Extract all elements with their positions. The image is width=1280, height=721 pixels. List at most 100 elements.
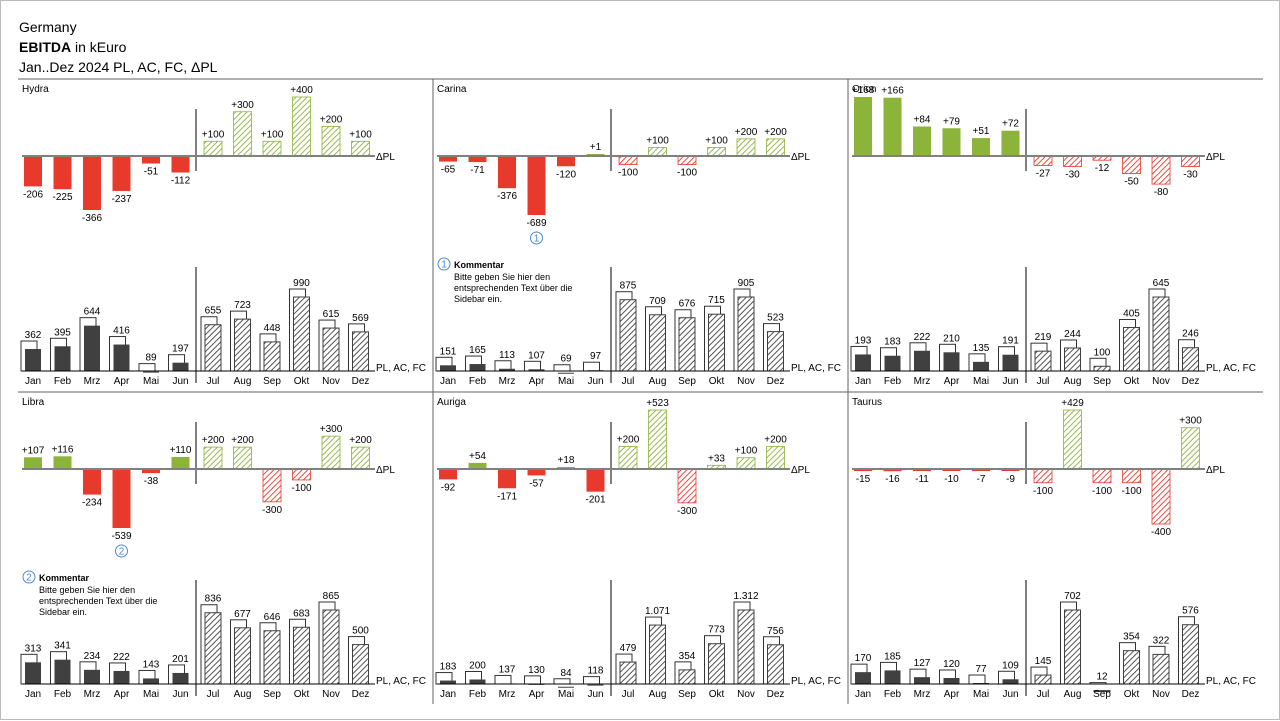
delta-bar [854, 97, 872, 156]
value-label: 676 [679, 299, 696, 310]
ac-bar [558, 372, 574, 374]
fc-bar [234, 318, 251, 372]
month-label: Aug [1064, 376, 1082, 387]
month-label: Nov [1152, 376, 1170, 387]
delta-label: +200 [349, 435, 372, 446]
month-label: Mai [558, 376, 574, 387]
value-label: 210 [943, 333, 960, 344]
delta-bar [83, 469, 101, 495]
month-label: Dez [1182, 689, 1200, 700]
delta-label: -38 [144, 476, 159, 487]
scenario-axis-label: PL, AC, FC [1206, 676, 1256, 687]
delta-bar [439, 469, 457, 480]
month-label: Mrz [84, 689, 101, 700]
delta-bar [618, 446, 638, 470]
month-label: Okt [709, 376, 725, 387]
ac-bar [84, 325, 100, 371]
delta-bar [53, 156, 72, 190]
fc-bar [1182, 624, 1199, 685]
ac-bar [143, 371, 159, 373]
delta-label: -237 [111, 194, 131, 205]
delta-bar [854, 469, 872, 472]
delta-bar [766, 138, 785, 157]
month-label: Feb [469, 376, 487, 387]
comment-text-line: Bitte geben Sie hier den [454, 272, 550, 282]
delta-bar [142, 156, 160, 164]
ac-bar [884, 355, 901, 371]
value-label: 523 [767, 313, 784, 324]
delta-bar [1063, 409, 1082, 470]
delta-bar [171, 456, 190, 469]
fc-bar [204, 324, 222, 372]
pl-bar [553, 364, 571, 372]
month-label: Nov [1152, 689, 1170, 700]
month-label: Sep [263, 689, 281, 700]
delta-bar [557, 466, 575, 469]
month-label: Jul [1037, 689, 1050, 700]
value-label: 145 [1035, 656, 1052, 667]
value-label: 97 [590, 351, 602, 362]
value-label: 222 [914, 332, 931, 343]
delta-label: -65 [441, 165, 456, 176]
fc-bar [263, 341, 281, 372]
fc-bar [767, 644, 784, 685]
delta-label: +300 [320, 424, 343, 435]
delta-bar [1063, 155, 1082, 167]
delta-label: +200 [617, 434, 640, 445]
delta-label: +18 [558, 455, 575, 466]
delta-label: +72 [1002, 119, 1019, 130]
delta-label: -201 [585, 495, 605, 506]
panel-title-hydra: Hydra [22, 84, 49, 95]
ac-bar [54, 346, 71, 371]
month-label: Sep [1093, 376, 1111, 387]
delta-label: -100 [1121, 486, 1141, 497]
month-label: Jul [622, 689, 635, 700]
month-label: Mrz [499, 689, 516, 700]
comment-text-line: Sidebar ein. [454, 294, 502, 304]
delta-label: -16 [885, 474, 900, 485]
ac-bar [113, 344, 130, 371]
panel-title-auriga: Auriga [437, 397, 466, 408]
ac-bar [1002, 354, 1019, 371]
ac-bar [469, 364, 486, 371]
country-title: Germany [19, 19, 77, 35]
panel-title-libra: Libra [22, 397, 45, 408]
fc-bar [263, 630, 281, 685]
delta-label: +166 [881, 86, 904, 97]
delta-label: -30 [1183, 170, 1198, 181]
delta-label: +1 [590, 142, 602, 153]
month-label: Mai [973, 689, 989, 700]
fc-bar [1093, 365, 1111, 372]
delta-bar [1181, 155, 1200, 167]
ac-bar [499, 368, 515, 371]
value-label: 395 [54, 327, 71, 338]
fc-bar [1123, 327, 1140, 372]
delta-bar [468, 462, 487, 469]
month-label: Feb [54, 376, 72, 387]
value-label: 107 [528, 350, 545, 361]
delta-label: +523 [646, 398, 669, 409]
delta-axis-label: ΔPL [376, 465, 395, 476]
delta-bar [1151, 468, 1171, 525]
month-label: Sep [263, 376, 281, 387]
period-title: Jan..Dez 2024 PL, AC, FC, ΔPL [19, 59, 218, 75]
value-label: 644 [84, 307, 101, 318]
ac-bar [855, 672, 871, 684]
comment-text-line: entsprechenden Text über die [454, 283, 572, 293]
fc-bar [1152, 296, 1170, 372]
fc-bar [678, 669, 696, 685]
delta-bar [677, 155, 697, 165]
delta-bar [112, 156, 131, 191]
pl-bar [138, 363, 156, 372]
month-label: Jul [1037, 376, 1050, 387]
month-label: Feb [884, 376, 902, 387]
delta-bar [913, 126, 931, 156]
value-label: 354 [679, 651, 696, 662]
delta-label: +300 [231, 100, 254, 111]
value-label: 615 [323, 309, 340, 320]
delta-bar [1151, 155, 1171, 185]
delta-bar [942, 128, 961, 156]
delta-bar [527, 469, 546, 476]
ac-bar [172, 672, 189, 684]
